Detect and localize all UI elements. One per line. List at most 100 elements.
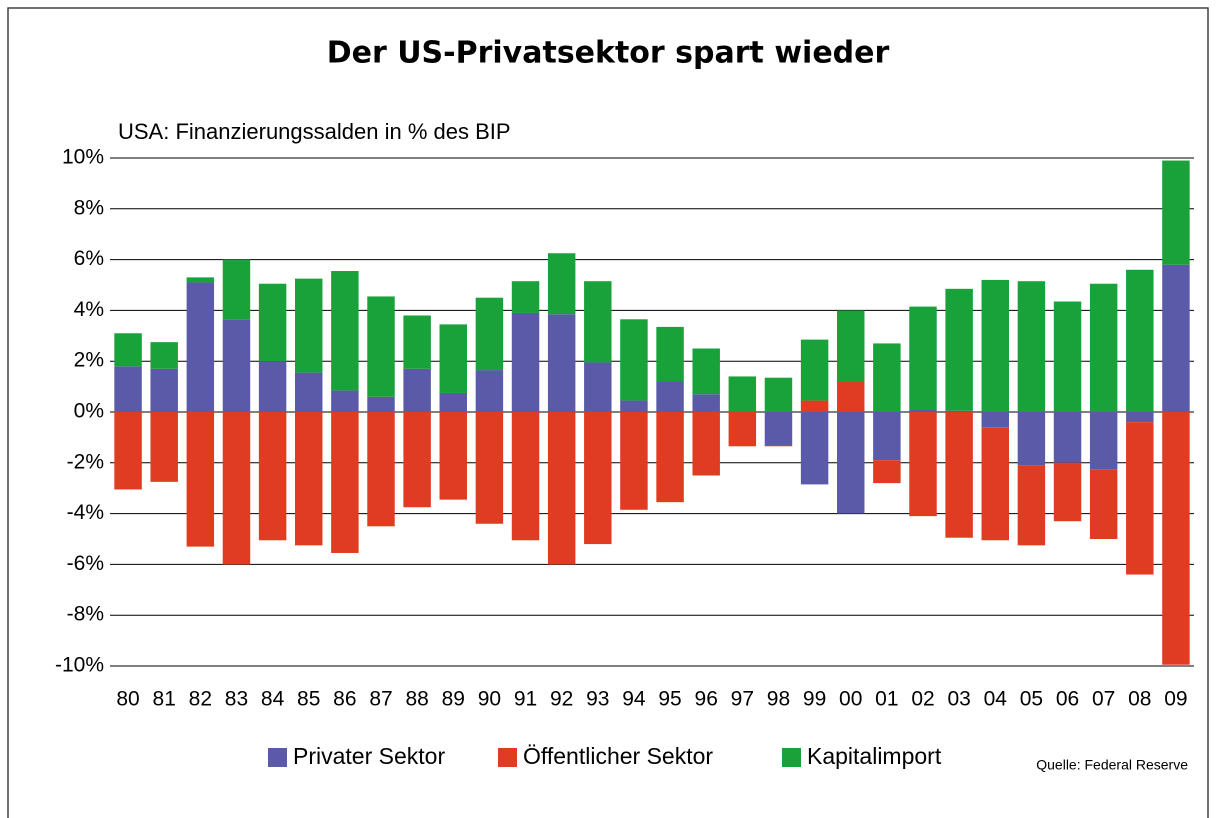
bar [656,381,684,412]
bar [439,324,467,393]
bar [800,412,829,485]
bar [186,277,215,283]
bar [1017,281,1046,412]
bar [258,283,287,362]
legend-label: Privater Sektor [293,743,445,769]
x-tick-label: 05 [1020,688,1043,711]
bar [800,400,829,412]
bar [837,381,865,412]
bar [258,412,287,541]
bar [692,348,720,395]
x-tick-label: 09 [1164,688,1187,711]
source: Quelle: Federal Reserve [1036,757,1188,773]
bar [403,315,431,369]
bar [222,412,251,565]
bar [114,412,142,490]
bar [620,412,648,510]
x-tick-label: 99 [803,688,826,711]
bar [945,410,973,412]
x-tick-label: 02 [911,688,934,711]
bar [1126,269,1154,412]
bar [656,412,684,503]
x-tick-label: 81 [153,688,176,711]
bar [439,412,467,500]
chart-title: Der US-Privatsektor spart wieder [327,36,890,71]
y-tick-label: -8% [67,603,104,626]
bar [1089,283,1118,412]
bar [1017,412,1046,466]
bar [511,412,540,541]
bar [837,310,865,382]
bar [114,333,142,367]
bar [1017,465,1046,546]
bar [367,396,395,412]
bar [403,412,431,508]
x-tick-label: 95 [658,688,681,711]
y-tick-label: 10% [62,146,104,169]
y-tick-label: 8% [74,196,104,219]
legend-label: Kapitalimport [807,743,942,769]
x-tick-label: 08 [1128,688,1151,711]
x-tick-label: 92 [550,688,573,711]
x-tick-label: 90 [478,688,501,711]
x-tick-label: 03 [947,688,970,711]
bar [1126,422,1154,575]
bar [1089,469,1118,539]
bar [620,319,648,401]
bar [547,314,576,412]
bar [981,279,1009,412]
bar [584,281,612,363]
bar [584,362,612,412]
bar [1089,412,1118,470]
bar [981,427,1009,541]
x-tick-label: 01 [875,688,898,711]
bar [728,412,757,447]
bar [909,412,937,517]
bar [981,412,1009,428]
x-tick-label: 82 [189,688,212,711]
bar [258,361,287,412]
bar [186,282,215,412]
x-tick-label: 96 [695,688,718,711]
bar [547,253,576,315]
x-tick-label: 91 [514,688,537,711]
x-tick-label: 88 [405,688,428,711]
bar [222,319,251,412]
x-tick-label: 06 [1056,688,1079,711]
bar [873,343,901,412]
x-tick-label: 84 [261,688,285,711]
bar [475,370,504,412]
bar [837,412,865,514]
bar [547,412,576,565]
bar [873,460,901,484]
legend-label: Öffentlicher Sektor [523,743,713,769]
y-tick-label: -2% [67,450,104,473]
bar [945,288,973,411]
x-tick-label: 85 [297,688,320,711]
x-tick-label: 83 [225,688,248,711]
y-tick-label: -10% [55,654,104,677]
bar [222,259,251,320]
bar [331,271,359,391]
x-tick-label: 87 [369,688,392,711]
x-tick-label: 93 [586,688,609,711]
x-tick-label: 86 [333,688,356,711]
bar [909,306,937,410]
bar [439,392,467,412]
bar [511,312,540,412]
bar [1162,412,1190,665]
y-tick-label: -4% [67,501,104,524]
x-tick-label: 89 [442,688,465,711]
bar [1162,160,1190,265]
bar [873,412,901,461]
bar [945,412,973,538]
bar [403,368,431,412]
y-tick-label: 0% [74,400,104,423]
x-tick-label: 97 [731,688,754,711]
y-tick-label: 4% [74,298,104,321]
bar [1053,462,1082,522]
bar [800,339,829,401]
bar [295,412,323,546]
bar [620,400,648,412]
